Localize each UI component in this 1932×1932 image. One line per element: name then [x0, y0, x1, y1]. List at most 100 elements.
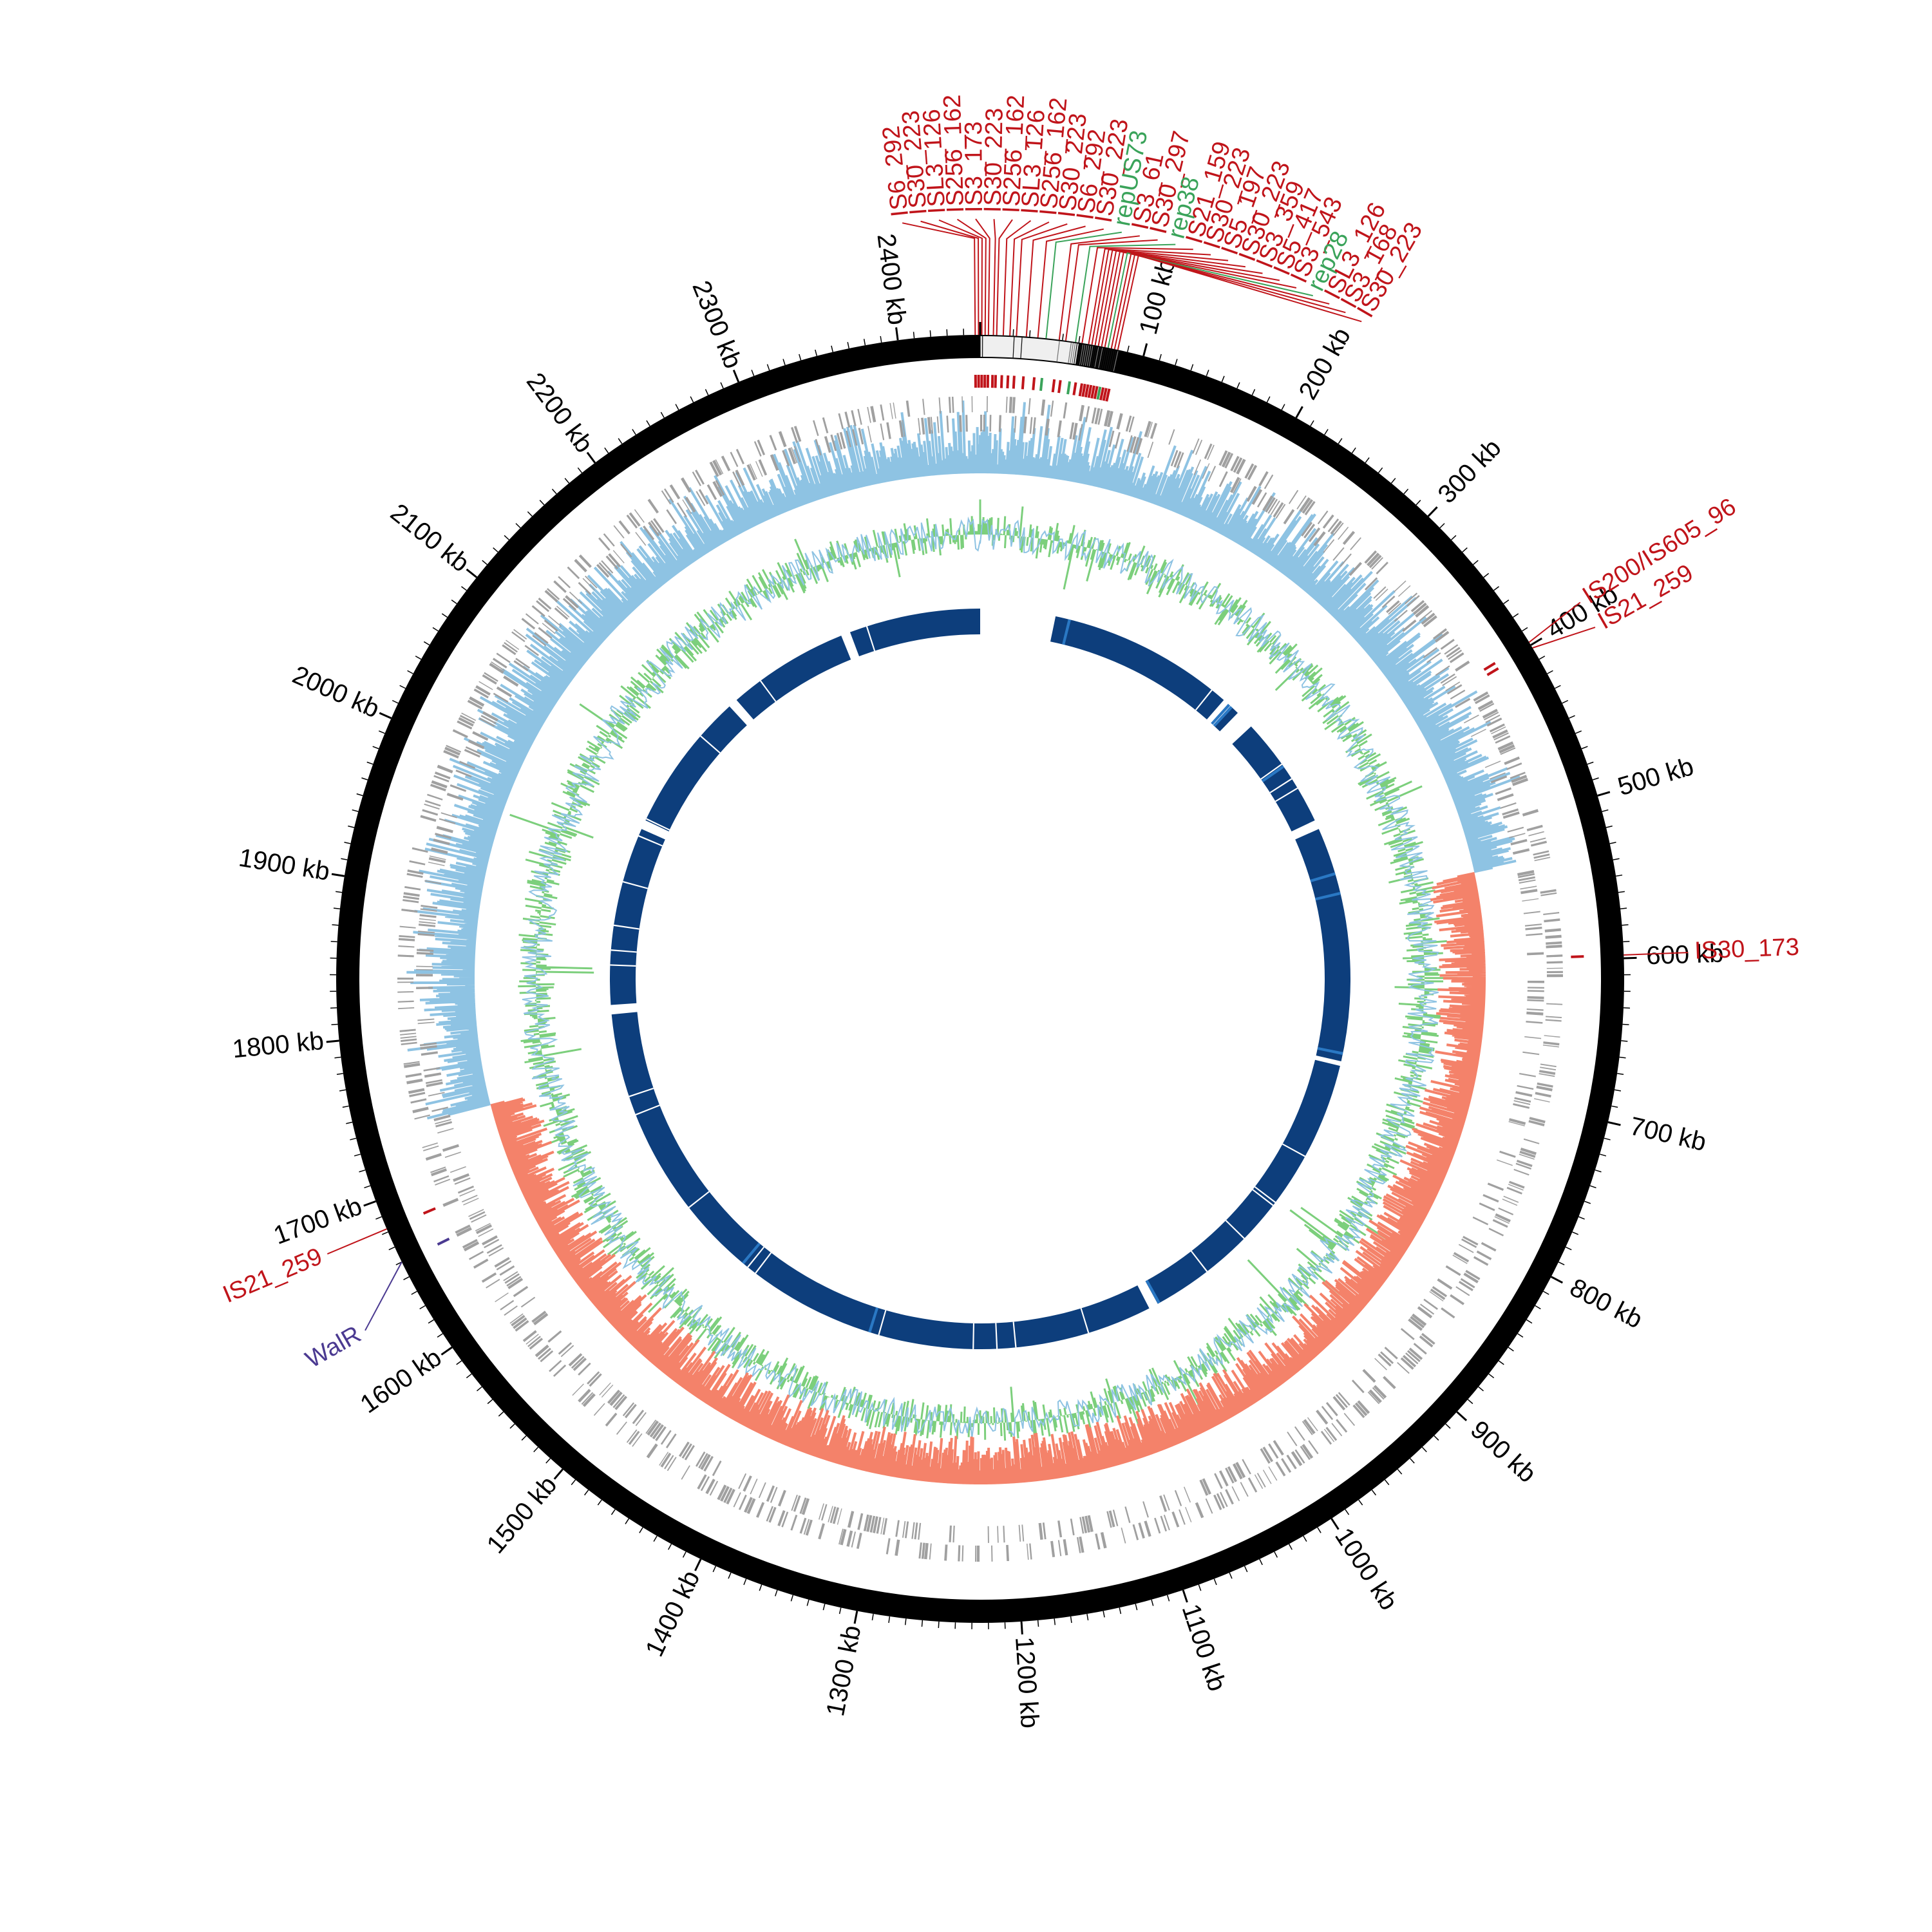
cds-block: [493, 692, 509, 703]
cds-block: [1242, 1459, 1251, 1475]
cds-block: [462, 1238, 478, 1249]
cds-block: [430, 783, 446, 791]
cds-block: [647, 1420, 659, 1436]
cds-block: [746, 1498, 756, 1514]
cds-block: [1474, 694, 1490, 705]
minor-tick: [690, 396, 694, 403]
cds-block: [1386, 600, 1400, 613]
minor-tick: [831, 345, 833, 352]
cds-block: [1528, 1120, 1545, 1126]
feature-marker: [1483, 661, 1496, 671]
cds-block: [1192, 438, 1200, 454]
cds-block: [1294, 1449, 1305, 1464]
cds-block: [1520, 886, 1537, 890]
cds-block: [1545, 934, 1562, 939]
cds-block: [1543, 912, 1560, 916]
blast-segment: [736, 636, 851, 720]
cds-block: [511, 631, 526, 643]
minor-tick: [334, 1056, 341, 1059]
cds-block: [1440, 673, 1455, 684]
minor-tick: [356, 793, 363, 797]
minor-tick: [799, 354, 802, 361]
cds-block: [1412, 602, 1427, 615]
major-tick: [1597, 791, 1611, 797]
blast-gap: [611, 949, 637, 953]
cds-block: [1415, 605, 1430, 618]
minor-tick: [1543, 1291, 1549, 1295]
cds-block: [1429, 1291, 1444, 1302]
leader-line: [1065, 239, 1158, 341]
cds-block: [1479, 703, 1495, 712]
minor-tick: [466, 1373, 472, 1379]
cds-block: [582, 578, 595, 591]
major-tick: [1456, 1411, 1468, 1421]
cds-block: [1376, 562, 1388, 574]
cds-block: [526, 1334, 539, 1345]
cds-block: [1256, 1472, 1266, 1488]
cds-block: [496, 1260, 512, 1271]
scale-label: 1500 kb: [481, 1471, 562, 1559]
cds-block: [659, 1452, 669, 1466]
minor-tick: [1166, 1595, 1170, 1602]
cds-block: [1398, 585, 1411, 597]
cds-block: [847, 1511, 855, 1528]
cds-block: [1273, 1440, 1284, 1456]
cds-block: [1546, 941, 1562, 945]
minor-tick: [1151, 1599, 1154, 1606]
blast-segment: [849, 609, 980, 657]
cds-block: [433, 775, 450, 782]
cds-block: [1408, 1347, 1423, 1360]
cds-block: [1179, 1509, 1186, 1525]
cds-block: [1336, 1419, 1348, 1433]
cds-block: [781, 1511, 789, 1528]
cds-block: [614, 1396, 627, 1410]
cds-block: [1527, 987, 1544, 989]
cds-block: [927, 417, 932, 434]
cds-block: [1546, 961, 1563, 964]
minor-tick: [487, 1399, 493, 1405]
cds-block: [863, 1514, 869, 1531]
cds-block: [1540, 1063, 1557, 1068]
cds-block: [1465, 1269, 1481, 1280]
minor-tick: [403, 1276, 410, 1280]
cds-block: [1251, 489, 1263, 505]
minor-tick: [375, 1216, 382, 1220]
blast-gap: [972, 1323, 974, 1349]
feature-marker: [1084, 384, 1090, 398]
cds-block: [851, 1531, 857, 1548]
cds-block: [444, 746, 460, 756]
cds-block: [436, 826, 453, 833]
cds-block: [1006, 1544, 1010, 1562]
blast-segment: [645, 706, 747, 831]
cds-block: [1281, 1458, 1292, 1473]
minor-tick: [646, 420, 650, 426]
cds-block: [412, 847, 428, 853]
cds-block: [581, 1392, 594, 1405]
cds-block: [1147, 422, 1153, 438]
blast-gap: [1252, 1189, 1274, 1206]
cds-block: [433, 1175, 450, 1183]
cds-block: [766, 1506, 773, 1522]
cds-block: [452, 729, 468, 739]
cds-block: [409, 1092, 426, 1097]
minor-tick: [1592, 777, 1599, 781]
leader-line: [1532, 627, 1596, 649]
blast-segment: [611, 1012, 1150, 1349]
cds-block: [655, 1426, 667, 1441]
cds-block: [450, 784, 467, 792]
minor-tick: [847, 342, 850, 349]
cds-block: [839, 431, 846, 449]
cds-block: [1032, 417, 1036, 435]
cds-block: [1540, 1066, 1557, 1071]
cds-block: [475, 685, 491, 696]
cds-block: [587, 1371, 600, 1385]
cds-block: [1218, 471, 1228, 488]
minor-tick: [545, 1458, 551, 1464]
cds-block: [1144, 1520, 1151, 1537]
cds-block: [1142, 1501, 1149, 1518]
minor-tick: [1365, 457, 1370, 464]
cds-block: [1533, 1098, 1550, 1103]
minor-tick: [1303, 1535, 1307, 1542]
cds-block: [567, 566, 580, 580]
cds-block: [635, 531, 647, 546]
